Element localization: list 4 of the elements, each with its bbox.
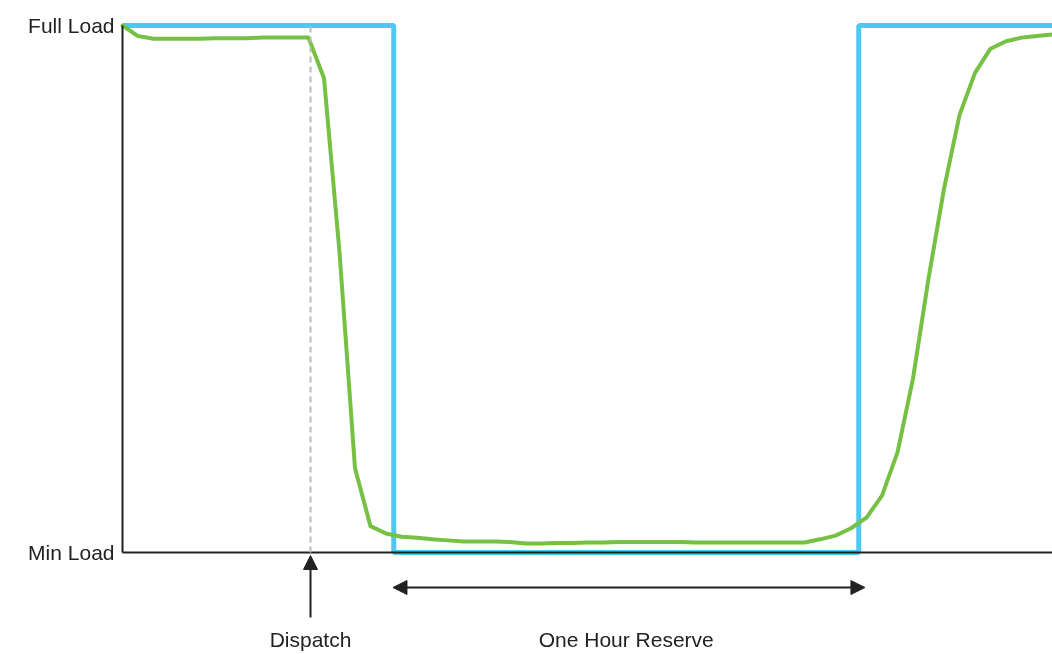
text: Min Load [28, 541, 115, 564]
text: Dispatch [269, 627, 352, 651]
text: Full Load [28, 14, 115, 37]
text: One Hour Reserve [538, 627, 714, 651]
